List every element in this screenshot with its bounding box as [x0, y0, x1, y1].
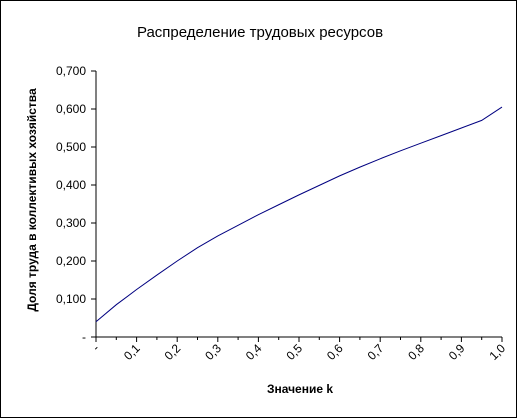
data-point — [116, 304, 117, 305]
x-tick-label: 0,2 — [162, 341, 184, 363]
data-point — [339, 175, 340, 176]
data-point — [380, 158, 381, 159]
data-point — [299, 194, 300, 195]
y-tick-label: - — [82, 330, 86, 344]
y-tick-label: 0,200 — [56, 254, 86, 268]
y-axis-title: Доля труда в коллективых хозяйства — [25, 88, 39, 312]
data-point — [319, 185, 320, 186]
x-tick-label: 0,9 — [446, 341, 468, 363]
x-tick-label: 0,4 — [243, 341, 265, 363]
x-axis-title: Значение k — [267, 382, 333, 396]
data-point — [441, 135, 442, 136]
y-tick-label: 0,700 — [56, 64, 86, 78]
x-tick-label: 0,3 — [202, 341, 224, 363]
data-point — [136, 289, 137, 290]
x-tick-label: 0,1 — [121, 341, 143, 363]
y-tick-label: 0,500 — [56, 140, 86, 154]
data-point — [481, 120, 482, 121]
y-tick-label: 0,600 — [56, 102, 86, 116]
data-point — [217, 235, 218, 236]
x-tick-label: - — [89, 341, 102, 354]
data-point — [420, 143, 421, 144]
series-line — [95, 106, 503, 323]
y-tick-label: 0,300 — [56, 216, 86, 230]
data-point — [258, 214, 259, 215]
data-point — [502, 107, 503, 108]
data-point — [177, 261, 178, 262]
data-point — [461, 128, 462, 129]
chart-title: Распределение трудовых ресурсов — [137, 24, 383, 41]
data-point — [359, 167, 360, 168]
x-tick-label: 0,8 — [405, 341, 427, 363]
data-point — [400, 150, 401, 151]
x-tick-label: 1,0 — [486, 341, 508, 363]
data-point — [96, 321, 97, 322]
data-point — [197, 247, 198, 248]
x-tick-label: 0,6 — [324, 341, 346, 363]
data-point — [238, 225, 239, 226]
y-tick-label: 0,100 — [56, 292, 86, 306]
data-point — [278, 204, 279, 205]
x-tick-label: 0,7 — [365, 341, 387, 363]
x-tick-label: 0,5 — [283, 341, 305, 363]
y-tick-label: 0,400 — [56, 178, 86, 192]
data-point — [156, 275, 157, 276]
